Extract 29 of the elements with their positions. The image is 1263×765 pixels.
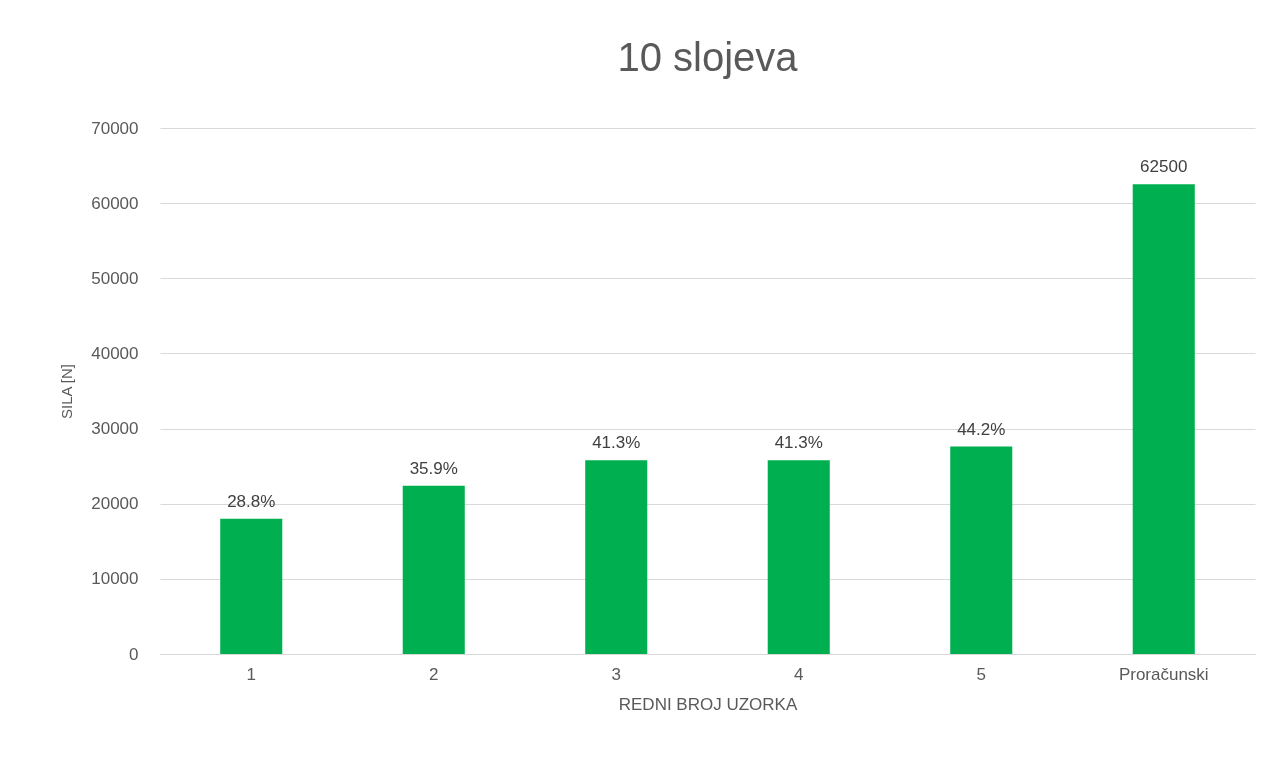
bar	[767, 460, 830, 654]
annotation: 41.3%	[592, 433, 641, 453]
bar	[950, 446, 1013, 654]
x-tick-label: Proračunski	[1118, 664, 1209, 684]
y-tick-label: 10000	[91, 569, 139, 589]
y-tick-label: 70000	[91, 118, 139, 138]
chart-title: 10 slojeva	[617, 35, 799, 79]
y-tick-label: 40000	[91, 343, 139, 363]
y-tick-label: 0	[129, 644, 139, 664]
annotation: 35.9%	[409, 458, 458, 478]
annotation: 44.2%	[957, 419, 1006, 439]
y-tick-label: 50000	[91, 268, 139, 288]
x-tick-label: 3	[611, 664, 621, 684]
y-tick-label: 60000	[91, 193, 139, 213]
data-label: 62500	[1140, 157, 1188, 177]
bar	[1132, 184, 1195, 654]
x-tick-label: 4	[794, 664, 804, 684]
annotation: 28.8%	[227, 491, 276, 511]
bar	[585, 460, 648, 654]
x-axis-title: REDNI BROJ UZORKA	[618, 694, 798, 714]
annotation: 41.3%	[774, 433, 823, 453]
bar	[220, 518, 283, 654]
x-tick-label: 2	[429, 664, 439, 684]
x-tick-label: 5	[976, 664, 986, 684]
bar	[402, 485, 465, 654]
y-tick-label: 30000	[91, 419, 139, 439]
y-axis-title: SILA [N]	[58, 363, 76, 420]
y-tick-label: 20000	[91, 494, 139, 514]
x-tick-label: 1	[246, 664, 256, 684]
